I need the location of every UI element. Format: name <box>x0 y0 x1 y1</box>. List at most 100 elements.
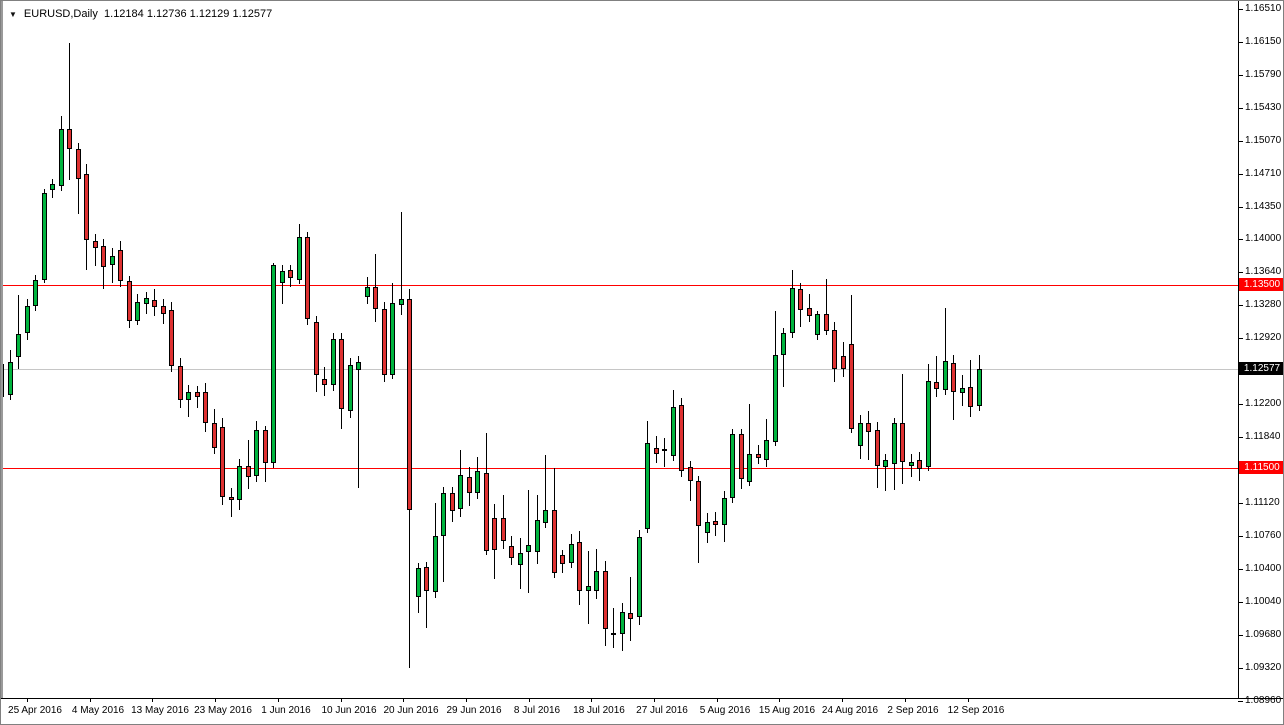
time-axis-label: 20 Jun 2016 <box>383 705 439 716</box>
bear-candle <box>288 270 293 278</box>
bull-candle <box>271 265 276 463</box>
price-axis-label: 1.16150 <box>1245 36 1282 47</box>
bear-candle <box>841 356 846 369</box>
price-axis-label: 1.15790 <box>1245 69 1282 80</box>
time-axis-label: 24 Aug 2016 <box>821 705 879 716</box>
candle-wick <box>282 265 283 304</box>
price-tick <box>1238 141 1243 142</box>
resistance-upper-price-label: 1.13500 <box>1239 278 1283 291</box>
candle-wick <box>783 328 784 387</box>
price-tick <box>1238 42 1243 43</box>
bear-candle <box>314 322 319 375</box>
price-tick <box>1238 503 1243 504</box>
ohlc-values: 1.12184 1.12736 1.12129 1.12577 <box>104 8 273 20</box>
time-axis-label: 25 Apr 2016 <box>8 705 62 716</box>
bear-candle <box>509 546 514 558</box>
bear-candle <box>688 467 693 481</box>
bull-candle <box>348 365 353 411</box>
bull-candle <box>781 333 786 355</box>
candle-wick <box>936 356 937 397</box>
bear-candle <box>807 308 812 316</box>
time-tick <box>466 698 467 702</box>
bear-candle <box>696 481 701 526</box>
bull-candle <box>977 369 982 406</box>
bull-candle <box>569 544 574 563</box>
candle-wick <box>197 386 198 408</box>
bear-candle <box>229 497 234 500</box>
bear-candle <box>161 306 166 314</box>
time-tick <box>529 698 530 702</box>
bear-candle <box>382 309 387 375</box>
bear-candle <box>212 423 217 448</box>
time-tick <box>842 698 843 702</box>
candle-wick <box>630 577 631 641</box>
price-tick <box>1238 338 1243 339</box>
horizontal-line-1.11500[interactable] <box>3 468 1238 469</box>
symbol-timeframe-label: EURUSD,Daily <box>23 8 98 20</box>
bull-candle <box>926 381 931 467</box>
bear-candle <box>76 149 81 179</box>
bull-candle <box>237 466 242 500</box>
chart-surface[interactable] <box>1 1 1238 698</box>
price-axis-label: 1.12920 <box>1245 332 1282 343</box>
price-axis-label: 1.11120 <box>1245 497 1280 508</box>
bull-candle <box>611 633 616 635</box>
bull-candle <box>909 462 914 466</box>
price-axis-label: 1.10760 <box>1245 530 1282 541</box>
time-tick <box>905 698 906 702</box>
price-axis-label: 1.14350 <box>1245 201 1282 212</box>
bull-candle <box>535 520 540 552</box>
time-axis-label: 10 Jun 2016 <box>321 705 377 716</box>
time-axis-label: 8 Jul 2016 <box>513 705 561 716</box>
bull-candle <box>671 407 676 456</box>
bear-candle <box>467 477 472 493</box>
bear-candle <box>552 510 557 573</box>
candle-wick <box>885 454 886 491</box>
time-axis-label: 13 May 2016 <box>131 705 189 716</box>
time-tick <box>27 698 28 702</box>
time-axis-label: 18 Jul 2016 <box>573 705 625 716</box>
bear-candle <box>3 364 4 397</box>
price-tick <box>1238 272 1243 273</box>
time-axis-label: 4 May 2016 <box>71 705 125 716</box>
bear-candle <box>832 330 837 369</box>
bear-candle <box>373 287 378 309</box>
time-tick <box>341 698 342 702</box>
chart-ohlc-header: ▼ EURUSD,Daily 1.12184 1.12736 1.12129 1.… <box>9 6 272 22</box>
price-tick <box>1238 668 1243 669</box>
candle-wick <box>18 295 19 369</box>
time-axis-label: 5 Aug 2016 <box>699 705 751 716</box>
candle-wick <box>749 404 750 486</box>
candle-wick <box>231 488 232 517</box>
price-axis-label: 1.08960 <box>1245 695 1282 706</box>
horizontal-line-1.13500[interactable] <box>3 285 1238 286</box>
bull-candle <box>458 475 463 509</box>
bull-candle <box>25 306 30 333</box>
bull-candle <box>433 536 438 592</box>
chevron-down-icon[interactable]: ▼ <box>9 9 17 19</box>
bear-candle <box>220 427 225 497</box>
price-tick <box>1238 305 1243 306</box>
candle-wick <box>401 212 402 315</box>
bear-candle <box>407 299 412 510</box>
price-axis-label: 1.16510 <box>1245 3 1282 14</box>
bear-candle <box>67 129 72 149</box>
price-tick <box>1238 174 1243 175</box>
bull-candle <box>59 129 64 186</box>
bull-candle <box>662 449 667 451</box>
time-tick <box>152 698 153 702</box>
time-tick <box>779 698 780 702</box>
price-tick <box>1238 569 1243 570</box>
bull-candle <box>526 545 531 552</box>
bear-candle <box>603 571 608 629</box>
candle-wick <box>664 438 665 467</box>
candle-wick <box>112 248 113 283</box>
bear-candle <box>263 430 268 463</box>
bear-candle <box>84 174 89 240</box>
bear-candle <box>824 314 829 331</box>
bull-candle <box>543 510 548 523</box>
bear-candle <box>917 460 922 469</box>
bear-candle <box>866 423 871 432</box>
bull-candle <box>892 423 897 464</box>
current-price-line <box>3 369 1238 370</box>
